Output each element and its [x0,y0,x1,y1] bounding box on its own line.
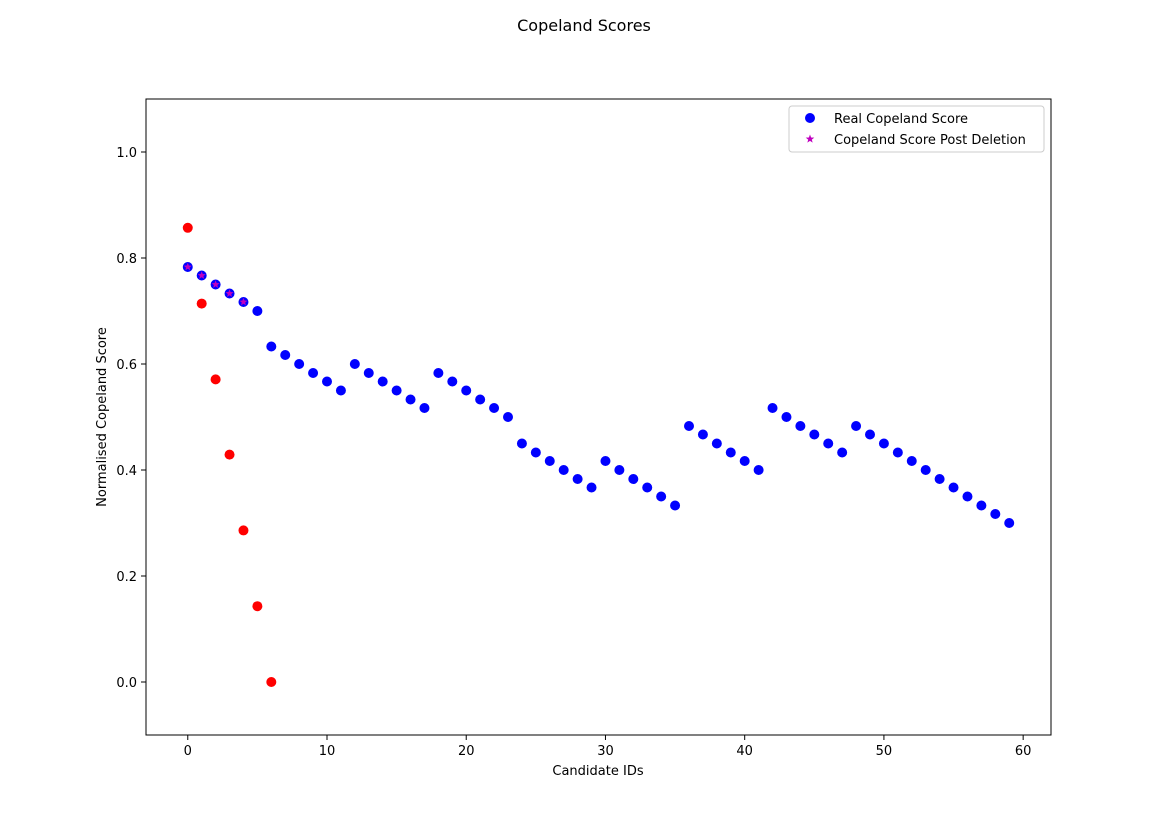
real-score-point [781,412,792,422]
y-tick-label: 0.4 [116,464,137,479]
x-axis-ticks: 0 10 20 30 40 50 60 [184,735,1032,759]
y-tick-label: 0.8 [116,252,137,267]
red-point [238,525,249,536]
chart-title: Copeland Scores [517,16,651,35]
real-score-point [656,491,667,502]
real-score-point [823,438,834,449]
x-tick-label: 60 [1015,744,1032,759]
red-point [252,601,263,612]
real-score-point [600,455,611,466]
real-score-point [377,376,388,387]
real-score-point [878,438,889,449]
real-score-point [335,385,346,396]
post-deletion-point [197,271,206,279]
real-score-point [322,376,332,387]
x-tick-label: 50 [876,744,893,759]
legend-label-post-deletion: Copeland Score Post Deletion [834,133,1026,148]
real-score-point [558,465,569,475]
real-score-point [697,429,708,440]
real-score-point [892,447,903,458]
x-axis-label: Candidate IDs [552,764,643,779]
post-deletion-point [183,262,192,271]
y-axis-ticks: 0.0 0.2 0.4 0.6 0.8 1.0 [116,146,146,691]
x-tick-label: 20 [458,744,475,759]
real-score-point [586,482,597,493]
y-axis-label: Normalised Copeland Score [95,327,110,507]
legend-marker-real [805,113,815,123]
real-score-point [572,474,583,485]
real-score-point [711,438,722,449]
real-score-point [280,349,291,360]
real-score-point [725,447,736,458]
red-point [196,298,207,309]
real-score-point [489,402,500,413]
y-tick-label: 0.0 [116,676,137,691]
real-score-point [684,421,694,432]
real-score-point [433,368,444,379]
red-point [224,449,235,460]
real-score-point [294,359,305,369]
real-score-point [419,402,430,413]
x-tick-label: 0 [184,744,192,759]
real-score-point [865,429,875,440]
real-score-point [475,394,486,405]
real-score-point [614,465,625,475]
y-tick-label: 0.2 [116,570,137,585]
real-score-point [753,465,764,475]
real-score-point [349,359,360,369]
real-score-point [405,394,416,405]
post-deletion-point [211,280,220,288]
y-tick-label: 0.6 [116,358,137,373]
real-score-point [461,385,472,396]
x-tick-label: 40 [736,744,753,759]
real-score-point [920,465,931,475]
red-point [210,374,221,385]
red-point [266,677,277,687]
real-score-point [447,376,458,387]
real-score-point [544,455,555,466]
axes-frame [145,98,1052,736]
real-score-point [739,455,750,466]
legend-label-real: Real Copeland Score [834,112,968,127]
real-score-point [906,455,917,466]
real-score-point [516,438,527,449]
real-score-point [503,412,513,422]
x-tick-label: 30 [597,744,614,759]
legend-box [788,105,1045,153]
real-score-point [252,306,263,316]
real-score-point [976,500,987,511]
legend-marker-post-deletion [805,134,815,143]
real-score-point [809,429,820,440]
plot-area [145,98,1052,736]
data-markers [182,222,1015,687]
real-score-point [628,474,639,485]
real-score-point [795,421,806,432]
real-score-point [934,474,945,485]
real-score-point [363,368,374,379]
post-deletion-point [239,297,248,306]
real-score-point [670,500,681,511]
legend: Real Copeland Score Copeland Score Post … [788,105,1045,153]
y-tick-label: 1.0 [116,146,137,161]
x-tick-label: 10 [319,744,336,759]
real-score-point [962,491,973,502]
real-score-point [1004,518,1015,528]
real-score-point [837,447,848,458]
real-score-point [642,482,653,493]
real-score-point [990,508,1001,519]
red-point [182,222,193,233]
real-score-point [266,341,277,352]
real-score-point [851,421,862,432]
real-score-point [767,402,778,413]
post-deletion-point [225,289,234,297]
real-score-point [530,447,541,458]
real-score-point [948,482,959,493]
real-score-point [391,385,402,396]
real-score-point [308,368,319,379]
